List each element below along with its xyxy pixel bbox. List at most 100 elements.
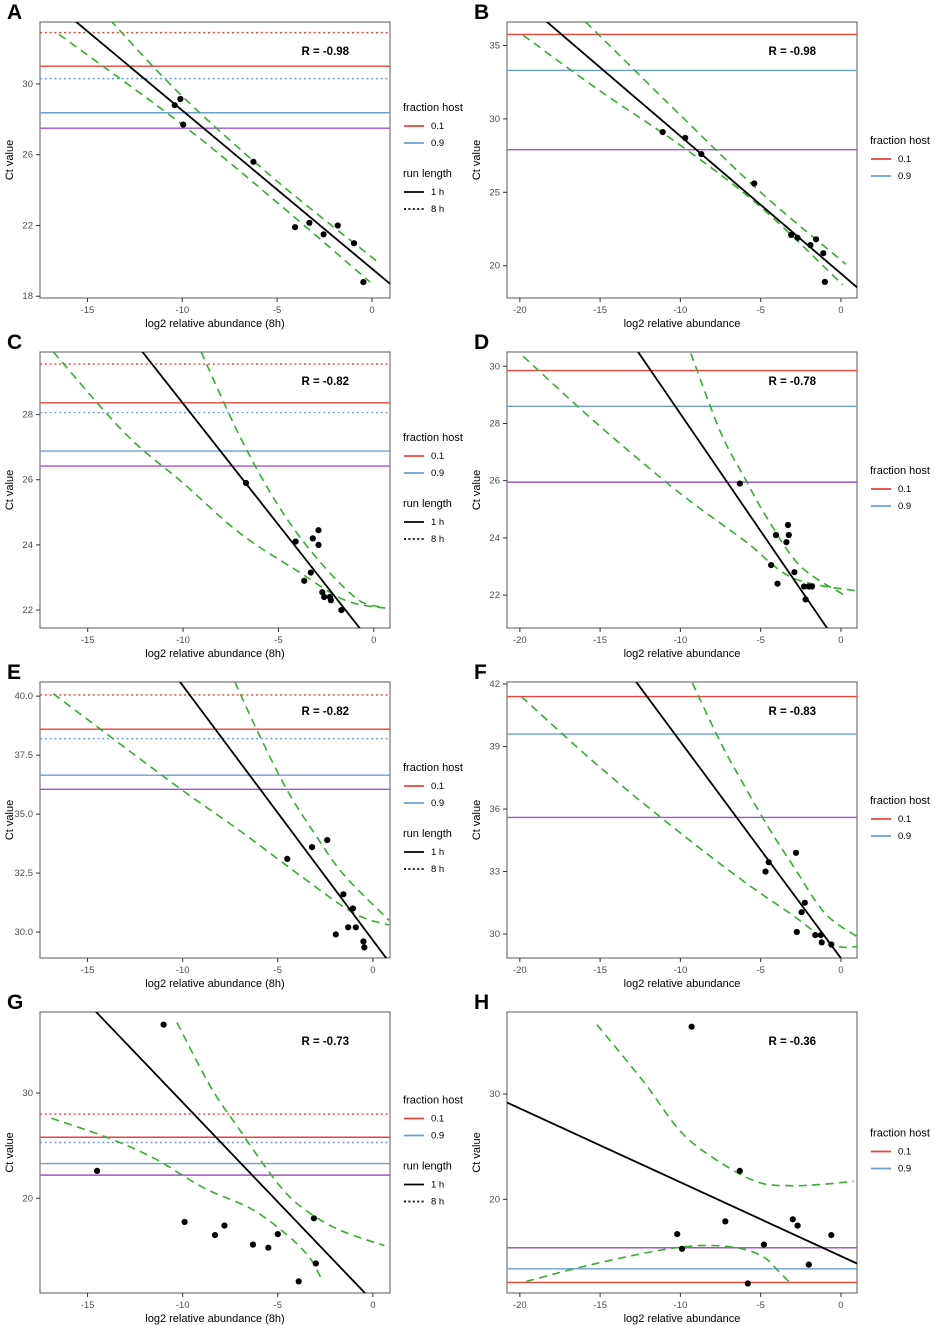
ci-curve — [58, 33, 371, 283]
x-axis-title: log2 relative abundance (8h) — [145, 1313, 284, 1325]
data-point — [682, 134, 689, 142]
y-tick-label: 30 — [489, 361, 500, 372]
legend-title: fraction host — [870, 795, 930, 807]
reference-hlines — [507, 369, 857, 483]
data-point — [345, 924, 352, 931]
confidence-band — [522, 22, 847, 286]
data-point — [765, 859, 772, 866]
legend-item-label: 1 h — [431, 187, 444, 198]
x-tick-label: 0 — [838, 965, 843, 976]
ci-curve — [690, 353, 845, 596]
correlation-label: R = -0.73 — [301, 1036, 349, 1048]
ci-curve — [526, 1244, 791, 1284]
x-tick-label: 0 — [369, 305, 374, 316]
legend-item-label: 0.9 — [898, 171, 911, 182]
panel-e: E -15 -10 -5 0 log2 relative abundance (8h) 3… — [0, 660, 467, 990]
data-point — [250, 158, 257, 165]
y-axis-title: Ct value — [471, 1132, 483, 1172]
legend-item-label: 0.9 — [431, 1131, 444, 1142]
x-tick-label: 0 — [838, 305, 843, 316]
data-point — [265, 1244, 272, 1251]
data-point — [800, 583, 808, 590]
y-tick-label: 24 — [22, 540, 33, 551]
scatter-points — [762, 849, 835, 948]
panel-label-e: E — [7, 661, 22, 684]
y-tick-label: 25 — [489, 187, 500, 198]
x-tick-label: -20 — [513, 635, 527, 646]
legend-item-label: 0.1 — [898, 814, 911, 825]
data-point — [274, 1231, 281, 1238]
legend: fraction host 0.1 0.9 — [870, 1128, 930, 1175]
x-tick-label: -10 — [176, 635, 190, 646]
data-point — [312, 1260, 319, 1267]
x-tick-label: -5 — [756, 305, 764, 316]
x-axis: -20 -15 -10 -5 0 log2 relative abundance — [513, 1293, 844, 1325]
data-point — [308, 844, 316, 851]
y-axis: 22 24 26 28 30 Ct value — [471, 361, 507, 601]
correlation-label: R = -0.36 — [768, 1036, 816, 1048]
legend-title: fraction host — [870, 1128, 930, 1140]
regression-line — [635, 682, 842, 958]
x-tick-label: -5 — [756, 635, 764, 646]
x-tick-label: -15 — [593, 635, 607, 646]
data-point — [349, 905, 356, 912]
x-axis: -20 -15 -10 -5 0 log2 relative abundance — [513, 958, 844, 990]
x-axis-title: log2 relative abundance — [624, 648, 741, 660]
x-tick-label: -10 — [176, 965, 190, 976]
confidence-band — [52, 352, 388, 610]
data-point — [772, 531, 779, 539]
data-point — [315, 527, 322, 534]
y-axis-title: Ct value — [471, 800, 483, 840]
data-point — [211, 1232, 219, 1239]
data-point — [722, 1218, 729, 1225]
y-tick-label: 40.0 — [15, 691, 34, 702]
panel-d: D -20 -15 -10 -5 0 log2 relative abundance 22 2… — [467, 330, 935, 660]
legend-title: fraction host — [403, 102, 463, 114]
data-point — [332, 931, 339, 938]
data-point — [295, 1278, 302, 1285]
panel-c: C -15 -10 -5 0 log2 relative abundance (8h) 2… — [0, 330, 467, 660]
data-point — [820, 250, 827, 257]
y-axis-title: Ct value — [4, 470, 16, 510]
legend: fraction host 0.1 0.9 run length 1 h 8 h — [403, 1095, 463, 1208]
data-point — [292, 538, 299, 545]
x-tick-label: 0 — [370, 965, 375, 976]
x-tick-label: 0 — [371, 635, 376, 646]
legend-item-label: 8 h — [431, 204, 444, 215]
x-tick-label: -10 — [674, 965, 688, 976]
regression-line — [637, 352, 829, 628]
data-point — [818, 939, 825, 946]
data-point — [812, 932, 819, 939]
legend-item-label: 0.9 — [898, 831, 911, 842]
data-point — [334, 222, 341, 229]
y-tick-label: 22 — [22, 605, 33, 616]
panel-label-g: G — [7, 991, 24, 1014]
x-tick-label: -10 — [674, 1300, 688, 1311]
data-point — [221, 1222, 228, 1229]
data-point — [698, 151, 705, 158]
legend-item-label: 0.9 — [431, 468, 444, 479]
y-tick-label: 28 — [22, 410, 33, 421]
panel-b-plot: -20 -15 -10 -5 0 log2 relative abundance 20 25 3… — [471, 21, 930, 330]
data-point — [817, 932, 824, 939]
data-point — [160, 1021, 167, 1028]
panel-g-plot: -15 -10 -5 0 log2 relative abundance (8h) 20 3… — [4, 1011, 463, 1325]
legend-item-label: 1 h — [431, 1180, 444, 1191]
y-tick-label: 18 — [22, 291, 33, 302]
x-axis: -20 -15 -10 -5 0 log2 relative abundance — [513, 298, 844, 330]
x-tick-label: -15 — [81, 1300, 95, 1311]
data-point — [310, 1215, 317, 1222]
legend-item-label: 0.1 — [431, 1114, 444, 1125]
y-tick-label: 36 — [489, 804, 500, 815]
x-tick-label: -10 — [674, 635, 688, 646]
regression-line — [178, 682, 388, 958]
data-point — [659, 129, 666, 136]
x-tick-label: -15 — [81, 965, 95, 976]
data-point — [828, 941, 835, 948]
data-point — [320, 231, 327, 238]
data-point — [760, 1241, 767, 1248]
legend-title: run length — [403, 828, 452, 840]
